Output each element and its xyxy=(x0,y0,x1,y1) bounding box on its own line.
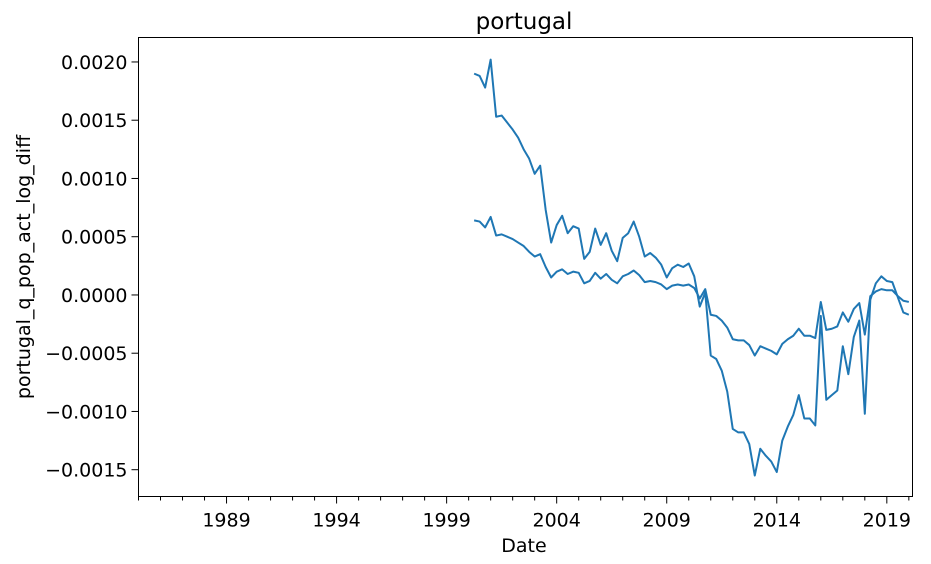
series-line-1 xyxy=(473,58,910,477)
x-tick-label: 1989 xyxy=(202,510,250,532)
chart-title: portugal xyxy=(476,9,573,35)
y-tick-label: 0.0020 xyxy=(61,52,127,74)
x-tick-label: 2019 xyxy=(863,510,911,532)
x-axis-label: Date xyxy=(501,535,546,557)
plot-lines xyxy=(473,58,910,477)
x-tick-label: 1994 xyxy=(312,510,360,532)
y-tick-label: 0.0010 xyxy=(61,168,127,190)
y-tick-label: −0.0005 xyxy=(45,343,127,365)
x-axis: 1989 1994 1999 2004 2009 2014 2019 xyxy=(138,496,911,532)
x-tick-label: 2004 xyxy=(533,510,581,532)
x-tick-label: 2009 xyxy=(643,510,691,532)
y-tick-label: −0.0010 xyxy=(45,401,127,423)
y-axis-label: portugal_q_pop_act_log_diff xyxy=(13,134,35,399)
plot-frame xyxy=(138,37,913,497)
x-tick-label: 2014 xyxy=(753,510,801,532)
y-tick-label: 0.0005 xyxy=(61,227,127,249)
x-tick-label: 1999 xyxy=(422,510,470,532)
y-axis: 0.0020 0.0015 0.0010 0.0005 0.0000 −0.0005 −0.… xyxy=(45,52,139,482)
y-tick-label: 0.0015 xyxy=(61,110,127,132)
series-line-2 xyxy=(473,215,910,357)
y-tick-label: −0.0015 xyxy=(45,460,127,482)
y-tick-label: 0.0000 xyxy=(61,285,127,307)
